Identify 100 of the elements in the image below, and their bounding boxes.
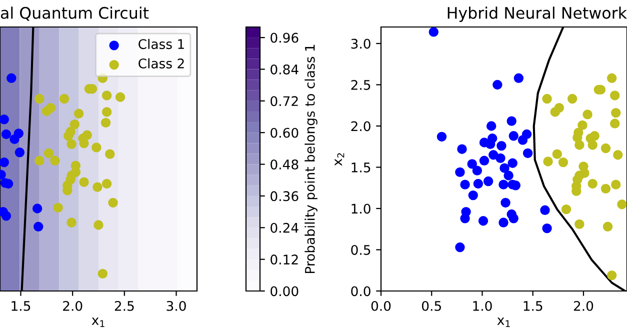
point — [457, 144, 467, 154]
color-bar-label: 0.48 — [270, 160, 298, 170]
legend-label: Class 1 — [138, 38, 184, 50]
point — [483, 176, 494, 186]
y-tick-label: 0.0 — [351, 286, 370, 296]
color-bar-label: 0.84 — [270, 64, 298, 74]
y-tick-label: 1.0 — [352, 204, 370, 214]
color-bar-label: 0.60 — [270, 128, 298, 138]
point — [506, 116, 516, 126]
x-axis-title: x$_{1}$ — [497, 318, 510, 328]
point — [66, 218, 76, 228]
color-bar-label: 0.96 — [270, 32, 298, 43]
point — [428, 27, 439, 37]
point — [578, 120, 588, 130]
point — [105, 149, 115, 159]
point — [455, 242, 465, 252]
point — [98, 268, 108, 279]
point — [74, 108, 84, 118]
point — [70, 119, 80, 130]
point — [92, 182, 102, 192]
point — [34, 222, 44, 232]
chart-title: al Quantum Circuit — [0, 6, 149, 21]
point — [613, 150, 623, 160]
point — [472, 166, 482, 176]
point — [522, 148, 533, 158]
x-axis-title: x$_{1}$ — [92, 318, 104, 328]
point — [460, 180, 470, 190]
point — [542, 223, 552, 234]
point — [44, 148, 54, 158]
point — [498, 218, 508, 228]
point — [6, 73, 16, 84]
point — [617, 200, 627, 210]
point — [558, 157, 568, 168]
point — [567, 94, 578, 104]
point — [610, 118, 620, 128]
point — [1, 211, 12, 221]
point — [94, 220, 104, 230]
point — [102, 178, 112, 189]
x-tick-label: 1.5 — [12, 301, 30, 311]
point — [492, 80, 502, 90]
point — [610, 90, 620, 100]
color-bar-label: 0.24 — [270, 222, 298, 233]
point — [102, 90, 112, 100]
point — [50, 156, 60, 166]
point — [92, 142, 102, 152]
point — [600, 184, 611, 194]
point — [53, 202, 63, 213]
point — [554, 102, 564, 113]
x-tick-label: 1.5 — [524, 301, 542, 311]
x-tick-label: 3.0 — [166, 300, 186, 311]
y-tick-label: 3.0 — [351, 38, 370, 49]
y-axis-title: x$_{2}$ — [334, 153, 344, 166]
point — [32, 204, 42, 214]
point — [436, 132, 447, 142]
point — [34, 94, 44, 104]
point — [500, 198, 510, 208]
point — [34, 156, 44, 166]
point — [574, 219, 584, 230]
point — [508, 131, 518, 141]
y-tick-label: 2.5 — [351, 80, 370, 90]
color-bar-label: 0.12 — [270, 254, 298, 265]
point — [14, 128, 24, 138]
point — [606, 73, 617, 84]
point — [514, 73, 524, 84]
y-tick-label: 1.5 — [352, 162, 370, 172]
color-bar-label: 0.00 — [270, 286, 298, 296]
point — [606, 270, 617, 280]
point — [59, 94, 70, 104]
point — [522, 129, 532, 140]
point — [552, 149, 562, 159]
point — [468, 190, 478, 200]
point — [1, 129, 12, 140]
y-tick-label: 2.0 — [351, 121, 370, 132]
point — [473, 178, 484, 189]
x-tick-label: 0.5 — [422, 300, 441, 311]
point — [0, 114, 10, 124]
x-tick-label: 1.0 — [473, 300, 492, 311]
point — [478, 216, 488, 226]
point — [460, 214, 470, 224]
x-tick-label: 2.0 — [63, 300, 82, 311]
point — [508, 158, 518, 168]
point — [611, 180, 621, 190]
point — [582, 110, 592, 120]
point — [479, 156, 490, 166]
point — [508, 214, 518, 224]
point — [467, 159, 477, 169]
point — [496, 153, 506, 164]
point — [14, 148, 25, 158]
point — [498, 180, 508, 190]
point — [611, 108, 621, 118]
point — [455, 167, 465, 178]
point — [600, 143, 611, 154]
x-tick-label: 2.0 — [574, 300, 594, 311]
point — [602, 222, 613, 232]
point — [488, 150, 498, 160]
legend-label: Class 2 — [138, 58, 184, 68]
y-tick-label: 0.5 — [351, 244, 370, 255]
point — [561, 204, 572, 214]
point — [102, 107, 112, 117]
x-tick-label: 0.0 — [371, 300, 391, 311]
